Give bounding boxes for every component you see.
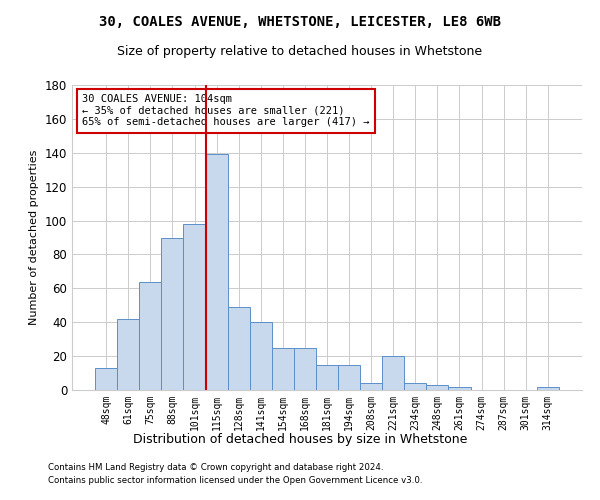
Text: Contains HM Land Registry data © Crown copyright and database right 2024.: Contains HM Land Registry data © Crown c… [48, 464, 383, 472]
Bar [272, 348, 294, 390]
Bar [427, 385, 448, 390]
Y-axis label: Number of detached properties: Number of detached properties [29, 150, 39, 325]
Text: Contains public sector information licensed under the Open Government Licence v3: Contains public sector information licen… [48, 476, 422, 485]
Bar [294, 348, 316, 390]
Bar [338, 364, 360, 390]
Bar [184, 224, 206, 390]
Bar [404, 383, 427, 390]
Bar [206, 154, 227, 390]
Bar [117, 319, 139, 390]
Bar [250, 322, 272, 390]
Bar [537, 386, 559, 390]
Bar [382, 356, 404, 390]
Bar [227, 307, 250, 390]
Text: Size of property relative to detached houses in Whetstone: Size of property relative to detached ho… [118, 45, 482, 58]
Bar [316, 364, 338, 390]
Text: 30, COALES AVENUE, WHETSTONE, LEICESTER, LE8 6WB: 30, COALES AVENUE, WHETSTONE, LEICESTER,… [99, 15, 501, 29]
Bar [448, 386, 470, 390]
Text: 30 COALES AVENUE: 104sqm
← 35% of detached houses are smaller (221)
65% of semi-: 30 COALES AVENUE: 104sqm ← 35% of detach… [82, 94, 370, 128]
Bar [95, 368, 117, 390]
Text: Distribution of detached houses by size in Whetstone: Distribution of detached houses by size … [133, 432, 467, 446]
Bar [161, 238, 184, 390]
Bar [139, 282, 161, 390]
Bar [360, 383, 382, 390]
